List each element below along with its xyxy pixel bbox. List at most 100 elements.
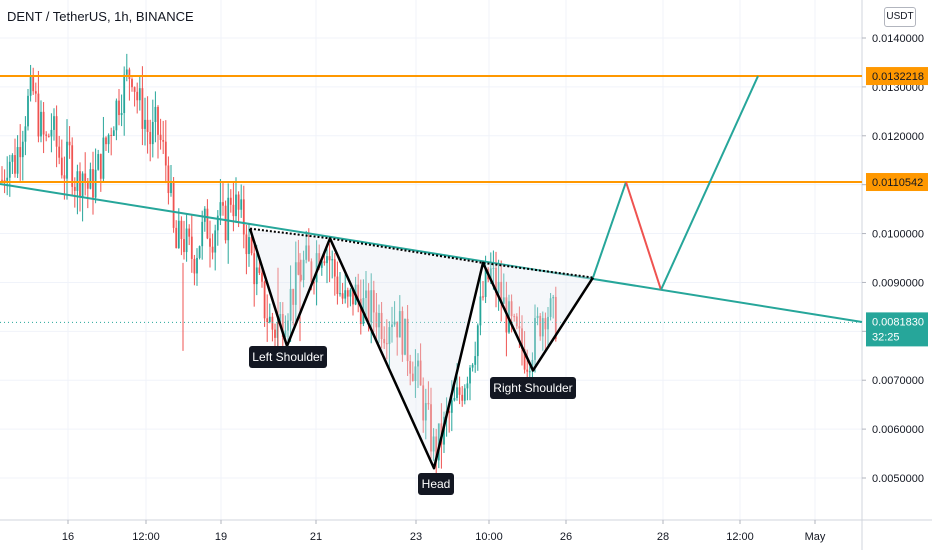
candle-body — [242, 199, 245, 235]
candle-body — [32, 75, 35, 92]
candle-body — [349, 289, 352, 297]
candle-body — [203, 208, 206, 222]
currency-badge[interactable]: USDT — [884, 7, 916, 27]
candle-body — [219, 202, 222, 216]
neckline[interactable] — [249, 227, 594, 279]
candle-body — [414, 366, 417, 381]
candle-body — [396, 321, 399, 338]
candle-body — [310, 261, 313, 283]
candle-body — [1, 179, 3, 181]
candle-body — [29, 75, 32, 96]
candle-body — [258, 267, 261, 273]
candle-body — [302, 259, 305, 281]
candle-body — [469, 367, 471, 384]
candle-body — [300, 274, 302, 281]
candle-body — [60, 157, 63, 176]
candle-body — [24, 126, 27, 142]
candle-body — [248, 237, 250, 255]
candle-body — [294, 262, 297, 305]
trendline[interactable] — [0, 183, 863, 323]
y-tick-label: 0.0070000 — [872, 375, 924, 387]
candle-body — [406, 318, 409, 362]
candle-body — [479, 296, 482, 326]
projection-up-1[interactable] — [592, 181, 627, 278]
candle-body — [466, 383, 469, 389]
candle-body — [471, 364, 474, 368]
candle-body — [536, 315, 539, 319]
candle-body — [27, 95, 29, 127]
candle-body — [313, 282, 315, 284]
countdown-label: 32:25 — [872, 331, 900, 343]
candle-body — [344, 290, 347, 299]
candle-body — [409, 361, 412, 374]
pattern-label-left-shoulder-box[interactable] — [249, 346, 327, 368]
candle-body — [320, 261, 323, 268]
candle-body — [357, 284, 360, 299]
candle-body — [66, 141, 68, 179]
pattern-fill — [250, 228, 593, 469]
candle-body — [528, 371, 531, 373]
candle-body — [432, 436, 435, 452]
candle-body — [81, 173, 84, 198]
candle-body — [430, 404, 432, 452]
candle-body — [352, 289, 354, 305]
pattern-label-head: Head — [422, 477, 451, 491]
candle-body — [359, 298, 362, 325]
candle-body — [3, 180, 6, 182]
x-tick-label: 19 — [215, 531, 227, 543]
candle-body — [237, 194, 240, 210]
candle-body — [229, 197, 232, 205]
candle-body — [110, 134, 113, 137]
candle-body — [383, 339, 386, 344]
projection-down[interactable] — [625, 181, 662, 291]
candle-body — [196, 257, 198, 274]
candle-body — [502, 297, 505, 304]
candle-body — [287, 320, 289, 331]
candle-body — [167, 165, 170, 194]
candle-body — [146, 119, 149, 132]
candle-body — [125, 69, 128, 75]
resistance-price-label: 0.0132218 — [872, 71, 924, 83]
projection-up-2[interactable] — [660, 75, 759, 291]
candle-body — [305, 245, 308, 260]
candle-body — [271, 316, 274, 330]
pattern-label-right-shoulder-box[interactable] — [490, 377, 576, 399]
candle-body — [336, 276, 339, 295]
candle-body — [456, 387, 458, 398]
candle-body — [255, 267, 258, 285]
x-tick-label: 16 — [62, 531, 74, 543]
y-tick-label: 0.0090000 — [872, 277, 924, 289]
candle-body — [315, 253, 318, 283]
candle-body — [71, 145, 74, 187]
candle-body — [209, 238, 211, 247]
x-tick-label: 12:00 — [726, 531, 754, 543]
candle-body — [136, 91, 139, 101]
candle-body — [180, 220, 183, 240]
candle-body — [333, 259, 336, 277]
x-tick-label: 28 — [657, 531, 669, 543]
resistance-price-tag — [866, 67, 928, 86]
candle-body — [500, 281, 503, 304]
candle-body — [539, 315, 542, 337]
current-price-tag — [866, 312, 928, 347]
candle-body — [102, 137, 105, 179]
candle-body — [419, 360, 422, 386]
candle-body — [216, 215, 219, 231]
candle-body — [14, 155, 16, 174]
candle-body — [424, 403, 427, 421]
candle-body — [417, 360, 419, 367]
candle-body — [149, 131, 152, 145]
candle-body — [68, 141, 71, 146]
candle-body — [118, 100, 120, 116]
candle-body — [526, 369, 529, 372]
candle-body — [97, 154, 100, 170]
pattern-label-head-box[interactable] — [418, 473, 454, 495]
candle-body — [45, 134, 48, 136]
candle-body — [476, 325, 479, 357]
candle-body — [86, 181, 89, 189]
candle-body — [214, 230, 217, 253]
candle-body — [159, 134, 162, 141]
candle-body — [63, 175, 66, 179]
candle-body — [266, 318, 269, 322]
